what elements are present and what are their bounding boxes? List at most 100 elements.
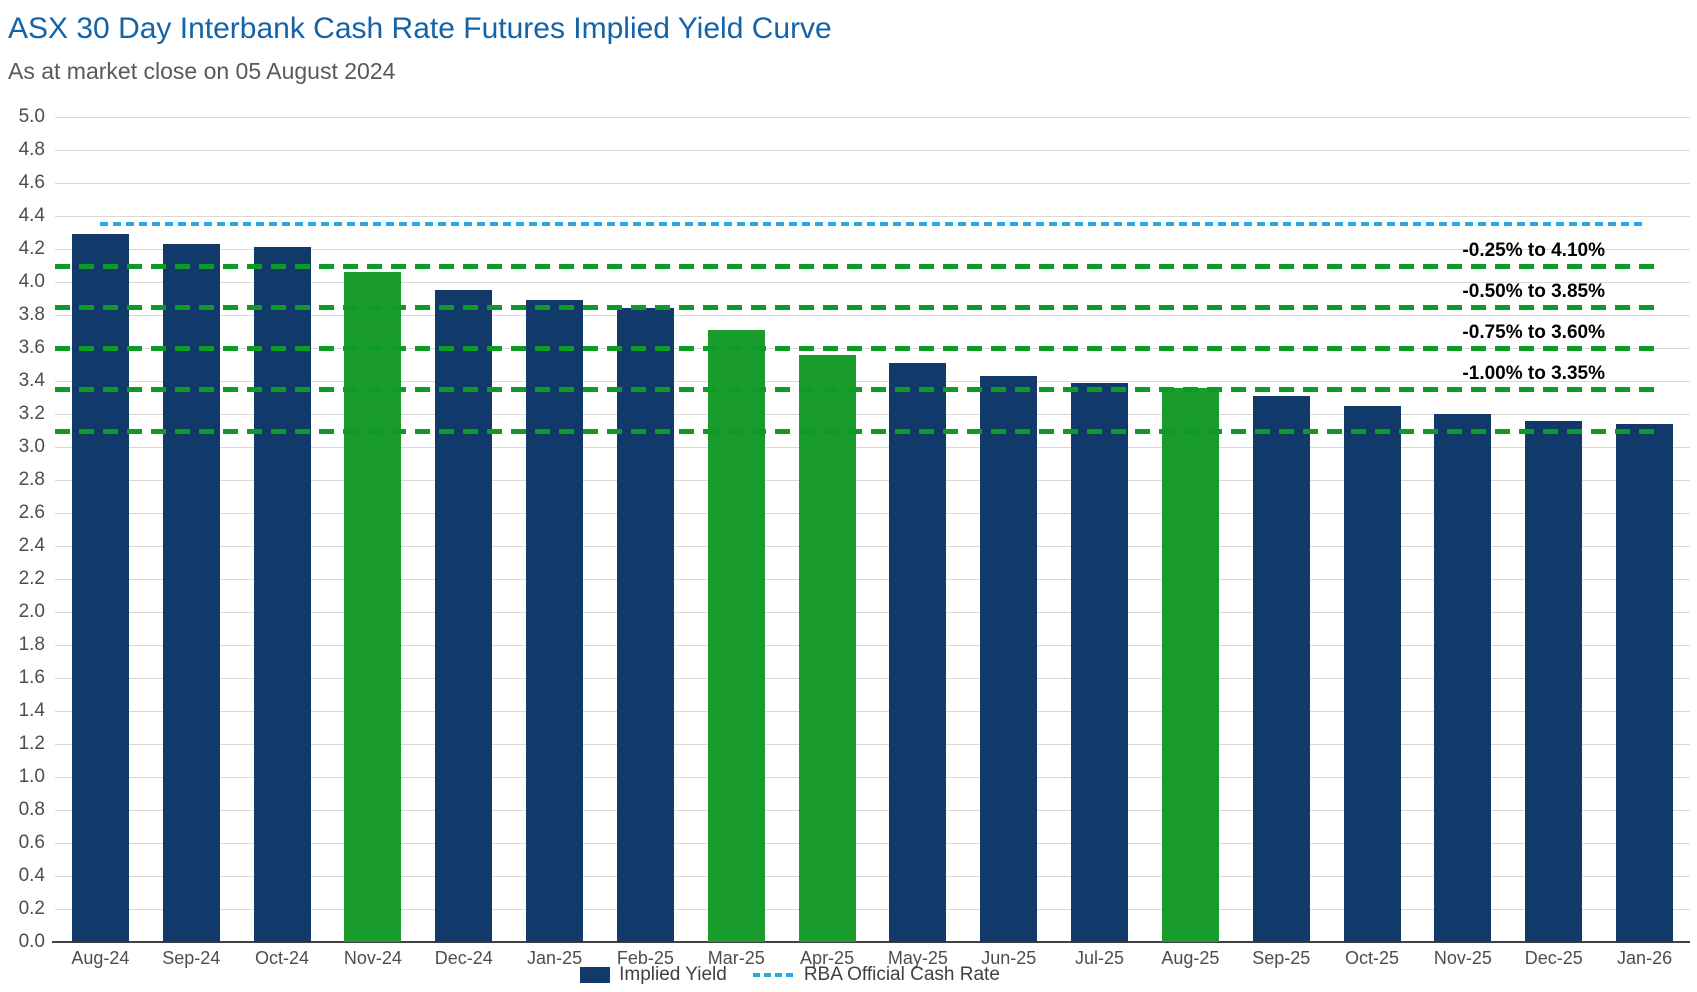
y-gridline (55, 447, 1690, 448)
x-axis-label: Aug-24 (71, 948, 130, 968)
x-axis-label: Jan-26 (1617, 948, 1673, 968)
y-gridline (55, 150, 1690, 151)
y-gridline (55, 810, 1690, 811)
y-axis-tick-label: 2.4 (18, 535, 45, 556)
x-axis-label: Jan-25 (527, 948, 583, 968)
x-axis-label: Apr-25 (800, 948, 855, 968)
legend-label-implied-yield: Implied Yield (619, 964, 727, 985)
y-axis-tick-label: 3.4 (18, 370, 45, 391)
rate-cut-line (55, 428, 1658, 434)
bar-jan-26 (1616, 423, 1674, 942)
bar-jul-25 (1071, 382, 1129, 942)
y-gridline (55, 381, 1690, 382)
x-axis-label: Oct-25 (1345, 948, 1400, 968)
bar-oct-24 (253, 247, 311, 942)
bar-oct-25 (1343, 405, 1401, 942)
x-axis-label: Nov-25 (1433, 948, 1492, 968)
bar-nov-25 (1434, 414, 1492, 942)
y-gridline (55, 612, 1690, 613)
y-axis-tick-label: 0.2 (18, 898, 45, 919)
implied-yield-swatch-icon (580, 967, 611, 983)
rate-cut-line (55, 387, 1658, 393)
y-axis-tick-label: 2.0 (18, 601, 45, 622)
y-axis-tick-label: 0.6 (18, 832, 45, 853)
y-axis-tick-label: 3.8 (18, 304, 45, 325)
y-gridline (55, 876, 1690, 877)
x-axis-label: Feb-25 (616, 948, 674, 968)
y-gridline (55, 216, 1690, 217)
y-axis-tick-label: 3.0 (18, 436, 45, 457)
y-gridline (55, 579, 1690, 580)
page-title: ASX 30 Day Interbank Cash Rate Futures I… (8, 12, 832, 45)
plot-area: -0.25% to 4.10% -0.50% to 3.85% -0.75% to … (52, 117, 1690, 943)
y-gridline (55, 909, 1690, 910)
bar-dec-25 (1525, 420, 1583, 942)
bar-nov-24 (344, 272, 402, 942)
bar-may-25 (889, 362, 947, 942)
legend-label-rba-cash-rate: RBA Official Cash Rate (803, 964, 1000, 985)
y-gridline (55, 645, 1690, 646)
y-axis-tick-label: 4.8 (18, 139, 45, 160)
x-axis-label: Dec-25 (1524, 948, 1583, 968)
y-gridline (55, 183, 1690, 184)
legend-item-rba-cash-rate: RBA Official Cash Rate (752, 964, 1000, 986)
y-gridline (55, 678, 1690, 679)
y-axis-tick-label: 1.2 (18, 733, 45, 754)
legend: Implied Yield RBA Official Cash Rate (0, 964, 1580, 986)
bar-sep-24 (162, 244, 220, 942)
y-gridline (55, 513, 1690, 514)
x-axis-label: May-25 (887, 948, 948, 968)
x-axis-label: Sep-25 (1252, 948, 1311, 968)
y-axis-labels: 0.0 0.2 0.4 0.6 0.8 1.0 1.2 1.4 1.6 1.8 2.0 2.2 2.4 2… (0, 106, 45, 952)
bar-jan-25 (526, 300, 584, 942)
rate-cut-line (55, 263, 1658, 269)
y-axis-tick-label: 0.4 (18, 865, 45, 886)
y-axis-tick-label: 0.8 (18, 799, 45, 820)
bar-dec-24 (435, 290, 493, 942)
y-gridline (55, 414, 1690, 415)
x-axis-label: Sep-24 (162, 948, 221, 968)
y-gridline (55, 282, 1690, 283)
y-axis-tick-label: 5.0 (18, 106, 45, 127)
page-subtitle: As at market close on 05 August 2024 (8, 58, 396, 84)
rate-cut-label: -0.50% to 3.85% (1462, 280, 1605, 302)
y-gridline (55, 843, 1690, 844)
y-gridline (55, 744, 1690, 745)
bar-apr-25 (798, 354, 856, 942)
y-gridline (55, 480, 1690, 481)
y-axis-tick-label: 0.0 (18, 931, 45, 952)
bar-mar-25 (707, 329, 765, 942)
y-gridline (55, 546, 1690, 547)
x-axis-label: Dec-24 (434, 948, 493, 968)
y-gridline (55, 117, 1690, 118)
x-axis-label: Nov-24 (343, 948, 402, 968)
x-axis-label: Mar-25 (707, 948, 765, 968)
bar-aug-25 (1161, 387, 1219, 942)
rba-dashed-line-icon (752, 973, 795, 977)
y-gridline (55, 249, 1690, 250)
x-axis-labels: Aug-24 Sep-24 Oct-24 Nov-24 Dec-24 Jan-25 Feb-… (55, 948, 1690, 970)
bar-sep-25 (1252, 395, 1310, 942)
y-axis-tick-label: 1.6 (18, 667, 45, 688)
rate-cut-label: -1.00% to 3.35% (1462, 363, 1605, 385)
y-axis-tick-label: 2.8 (18, 469, 45, 490)
y-gridline (55, 777, 1690, 778)
bar-jun-25 (980, 376, 1038, 942)
x-axis-line (52, 941, 1690, 943)
y-axis-tick-label: 1.4 (18, 700, 45, 721)
x-axis-label: Jul-25 (1075, 948, 1125, 968)
rate-cut-label: -0.25% to 4.10% (1462, 239, 1605, 261)
y-gridline (55, 711, 1690, 712)
y-axis-tick-label: 4.2 (18, 238, 45, 259)
rate-cut-line (55, 304, 1658, 310)
y-axis-tick-label: 4.6 (18, 172, 45, 193)
x-axis-label: Jun-25 (981, 948, 1037, 968)
legend-item-implied-yield: Implied Yield (580, 964, 727, 986)
bar-aug-24 (71, 234, 129, 942)
y-axis-tick-label: 3.2 (18, 403, 45, 424)
y-axis-tick-label: 1.8 (18, 634, 45, 655)
rate-cut-label: -0.75% to 3.60% (1462, 322, 1605, 343)
bar-feb-25 (616, 308, 674, 942)
y-axis-tick-label: 2.6 (18, 502, 45, 523)
